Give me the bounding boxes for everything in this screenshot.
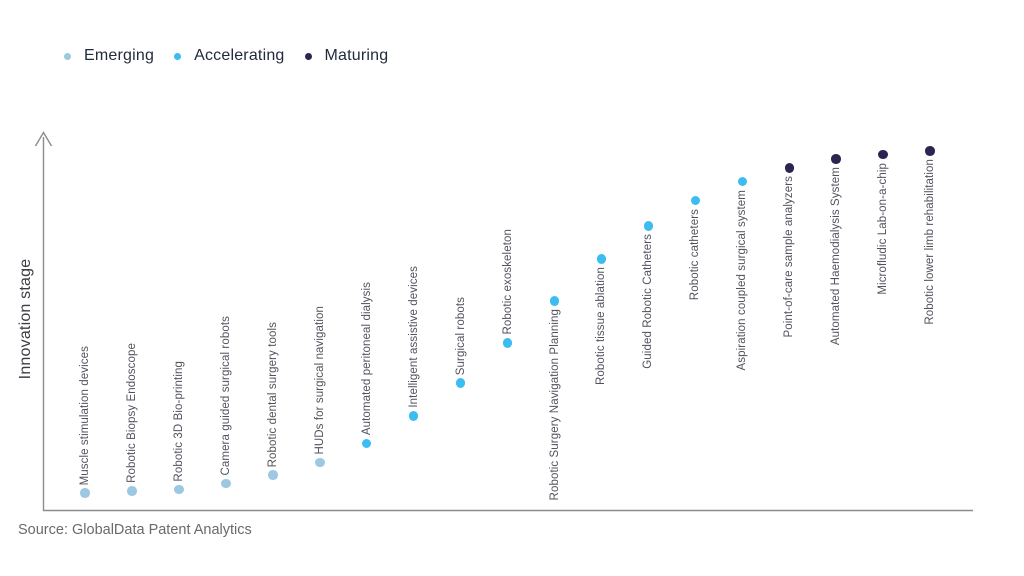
point-label: Point-of-care sample analyzers	[783, 175, 796, 338]
point-label: Automated peritoneal dialysis	[360, 282, 373, 436]
chart-legend: Emerging Accelerating Maturing	[64, 47, 388, 65]
legend-label-maturing: Maturing	[324, 47, 389, 64]
data-point	[80, 488, 90, 498]
legend-item-accelerating: Accelerating	[174, 47, 284, 65]
data-point	[408, 411, 419, 421]
point-label: Robotic Biopsy Endoscope	[125, 343, 138, 484]
point-label: Muscle stimulation devices	[79, 345, 91, 485]
point-label: Automated Haemodialysis System	[830, 166, 843, 346]
point-label: Intelligent assistive devices	[407, 266, 420, 408]
legend-label-accelerating: Accelerating	[194, 47, 285, 64]
legend-item-maturing: Maturing	[304, 47, 389, 65]
data-point	[268, 470, 278, 480]
data-point	[737, 176, 748, 187]
data-point	[221, 478, 231, 489]
data-point	[315, 457, 325, 468]
source-note: Source: GlobalData Patent Analytics	[18, 522, 252, 538]
data-point	[174, 484, 184, 495]
point-label: HUDs for surgical navigation	[313, 305, 326, 455]
point-label: Robotic dental surgery tools	[266, 321, 279, 467]
point-label: Aspiration coupled surgical system	[736, 189, 749, 371]
data-point	[690, 195, 701, 206]
data-point	[643, 221, 654, 231]
data-point	[127, 486, 137, 496]
point-label: Camera guided surgical robots	[219, 315, 232, 476]
point-label: Robotic lower limb rehabilitation	[924, 159, 937, 325]
point-label: Surgical robots	[454, 296, 467, 376]
data-point	[549, 296, 560, 306]
data-point	[455, 378, 466, 388]
point-label: Robotic Surgery Navigation Planning	[548, 309, 561, 501]
legend-dot-maturing-icon	[304, 52, 312, 60]
data-point	[502, 338, 513, 348]
data-point	[831, 154, 841, 164]
legend-dot-emerging-icon	[64, 52, 71, 60]
legend-dot-accelerating-icon	[174, 52, 182, 60]
point-label: Robotic exoskeleton	[501, 229, 514, 335]
legend-item-emerging: Emerging	[64, 47, 154, 65]
legend-label-emerging: Emerging	[84, 47, 155, 64]
data-point	[361, 438, 372, 449]
data-point	[925, 146, 935, 156]
data-point	[596, 254, 607, 264]
point-label: Guided Robotic Catheters	[642, 233, 655, 369]
y-axis-arrow-icon	[34, 131, 53, 147]
point-label: Robotic tissue ablation	[595, 267, 608, 386]
point-label: Microfludic Lab-on-a-chip	[877, 162, 890, 295]
point-label: Robotic catheters	[689, 208, 702, 300]
data-point	[784, 163, 794, 173]
point-label: Robotic 3D Bio-printing	[172, 360, 185, 482]
data-point	[878, 149, 888, 160]
